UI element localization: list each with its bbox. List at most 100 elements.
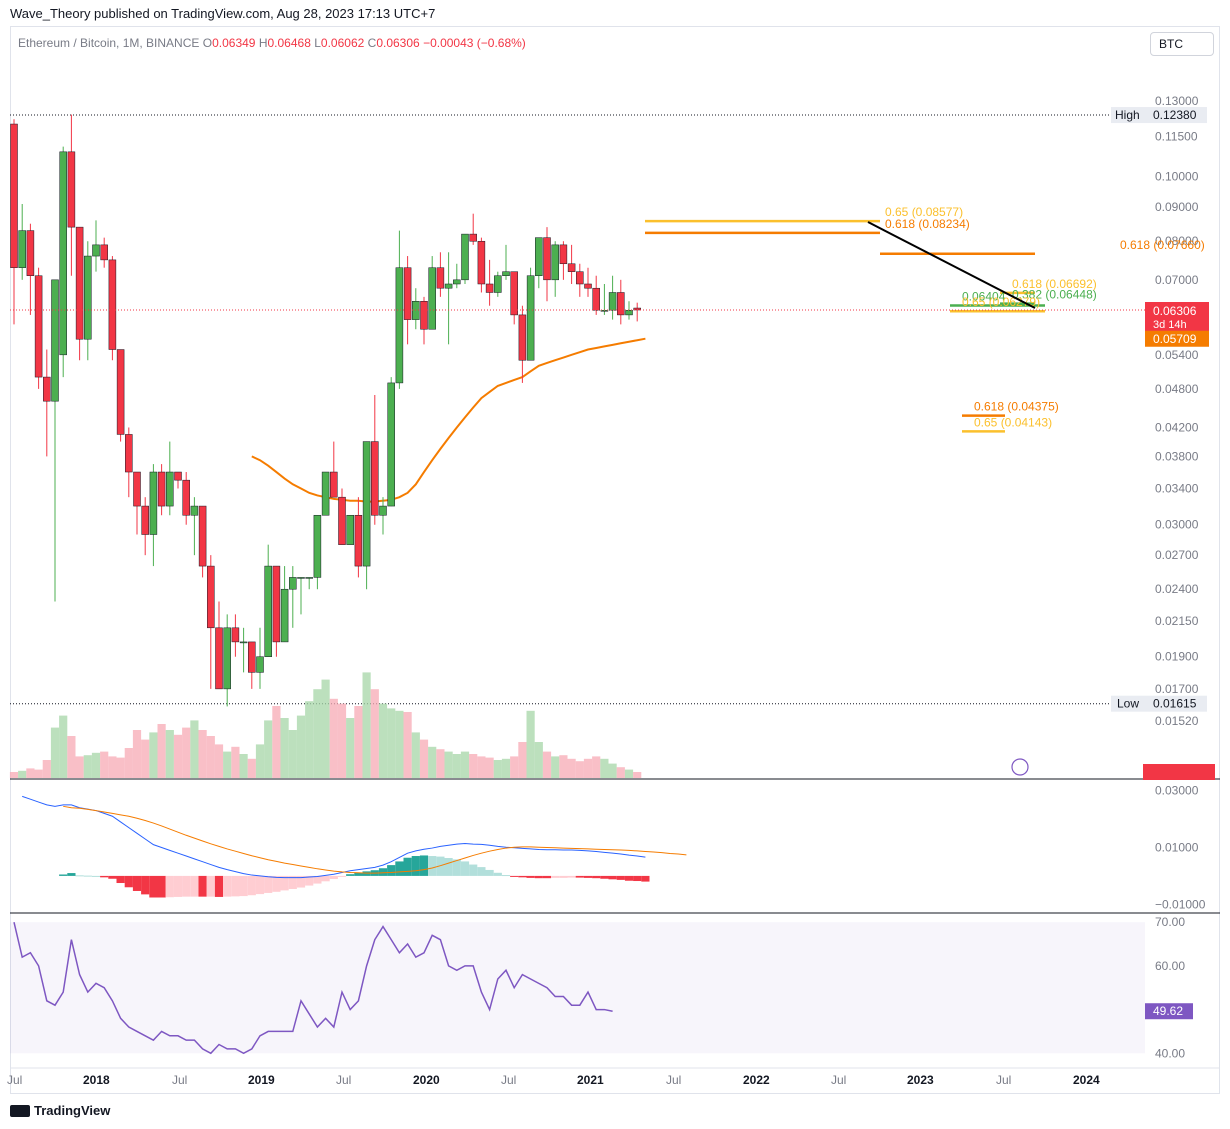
candle-body	[67, 151, 76, 228]
time-tick-label: Jul	[831, 1073, 846, 1087]
candle-body	[116, 349, 125, 435]
candle-body	[420, 300, 428, 330]
trend-line	[867, 221, 1036, 309]
macd-histogram-bar	[91, 875, 101, 877]
price-tick-label: 0.02150	[1155, 614, 1199, 628]
candle-body	[518, 314, 527, 361]
macd-histogram-bar	[255, 875, 265, 895]
macd-histogram-bar	[108, 875, 117, 879]
volume-bar	[18, 770, 27, 778]
volume-bar	[485, 757, 494, 778]
candle-body	[141, 505, 149, 535]
volume-bar	[67, 736, 76, 778]
macd-histogram-bar	[59, 874, 68, 876]
volume-bar	[124, 748, 133, 778]
candle-body	[84, 255, 92, 340]
price-tick-label: 0.01700	[1155, 682, 1199, 696]
volume-bar	[460, 751, 470, 778]
volume-bar	[26, 768, 35, 778]
macd-tick-label: 0.03000	[1155, 784, 1199, 798]
volume-bar	[346, 718, 355, 778]
macd-histogram-bar	[583, 875, 593, 878]
volume-bar	[223, 751, 232, 778]
low-badge-label: Low	[1117, 697, 1139, 711]
macd-histogram-bar	[165, 875, 174, 898]
macd-histogram-bar	[436, 856, 445, 876]
candle-body	[166, 471, 174, 507]
candle-body	[198, 505, 207, 567]
last-price-badge	[1145, 302, 1209, 333]
volume-bar	[157, 724, 166, 778]
macd-histogram-bar	[214, 875, 224, 897]
rsi-last-label: 49.62	[1153, 1004, 1183, 1018]
candle-body	[305, 577, 313, 579]
volume-bar	[231, 746, 240, 778]
candle-body	[494, 275, 502, 293]
volume-bar	[280, 718, 289, 778]
symbol-name[interactable]: Ethereum / Bitcoin, 1M, BINANCE	[18, 36, 200, 50]
volume-bar	[42, 760, 51, 778]
fib-level-label: 0.65 (0.04143)	[974, 415, 1052, 429]
volume-bar	[608, 763, 617, 778]
candle-body	[51, 279, 59, 402]
candle-body	[535, 237, 543, 276]
macd-tick-label: 0.01000	[1155, 841, 1199, 855]
macd-histogram-bar	[567, 875, 576, 878]
price-tick-label: 0.09000	[1155, 200, 1199, 214]
volume-bar	[182, 727, 191, 778]
volume-bar	[551, 756, 560, 778]
volume-bar	[583, 758, 593, 778]
volume-bar	[91, 752, 101, 778]
candle-body	[469, 233, 477, 242]
macd-histogram-bar	[296, 875, 306, 888]
volume-bar	[264, 720, 273, 778]
price-tick-label: 0.04800	[1155, 382, 1199, 396]
macd-histogram-bar	[403, 857, 412, 876]
time-tick-label: 2018	[83, 1073, 110, 1087]
macd-histogram-bar	[190, 875, 199, 897]
price-tick-label: 0.02700	[1155, 548, 1199, 562]
candle-body	[239, 641, 248, 644]
time-tick-label: 2022	[743, 1073, 770, 1087]
candle-body	[313, 514, 322, 578]
macd-histogram-bar	[124, 875, 133, 888]
volume-bar	[75, 756, 84, 778]
volume-bar	[354, 706, 363, 778]
macd-histogram-bar	[116, 875, 125, 884]
volume-bar	[132, 730, 142, 778]
volume-bar	[173, 734, 183, 778]
candle-body	[34, 275, 43, 378]
macd-histogram-bar	[67, 873, 76, 876]
volume-bar	[444, 751, 453, 778]
time-tick-label: Jul	[666, 1073, 681, 1087]
macd-histogram-bar	[534, 875, 543, 879]
candle-body	[526, 275, 535, 361]
candle-body	[190, 505, 199, 516]
macd-histogram-bar	[280, 875, 289, 891]
candle-body	[477, 240, 486, 285]
macd-histogram-bar	[542, 875, 552, 879]
price-tick-label: 0.13000	[1155, 94, 1199, 108]
volume-bar	[239, 754, 248, 778]
currency-button[interactable]: BTC	[1150, 32, 1214, 56]
volume-bar	[288, 730, 297, 778]
volume-bar	[214, 744, 224, 778]
volume-last-badge	[1143, 764, 1215, 780]
macd-histogram-bar	[559, 875, 568, 878]
candle-body	[362, 441, 371, 567]
candle-body	[625, 310, 633, 316]
macd-histogram-bar	[395, 861, 404, 876]
macd-histogram-bar	[132, 875, 142, 891]
price-tick-label: 0.07000	[1155, 273, 1199, 287]
macd-histogram-bar	[600, 875, 609, 879]
macd-histogram-bar	[313, 875, 322, 884]
volume-bar	[411, 732, 420, 778]
macd-histogram-bar	[460, 861, 470, 876]
volume-bar	[141, 739, 150, 778]
volume-bar	[100, 751, 109, 778]
candle-body	[18, 230, 26, 268]
fib-level-label: 0.382 (0.06448)	[1012, 288, 1097, 302]
macd-histogram-bar	[510, 875, 519, 877]
candle-body	[608, 292, 617, 311]
